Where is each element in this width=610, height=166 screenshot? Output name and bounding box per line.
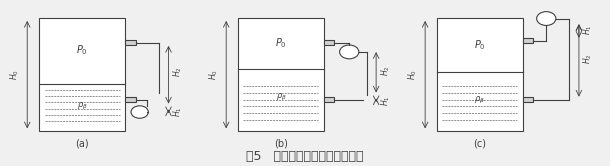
Text: $P_0$: $P_0$ [474, 38, 486, 52]
Bar [125, 97, 136, 102]
Circle shape [537, 12, 556, 25]
Text: $H_0$: $H_0$ [208, 69, 220, 80]
Bar [437, 18, 523, 131]
Text: $H_1$: $H_1$ [171, 107, 184, 117]
Text: $P_0$: $P_0$ [275, 36, 287, 50]
Text: (c): (c) [473, 138, 486, 148]
Bar [125, 41, 136, 45]
Text: (a): (a) [75, 138, 89, 148]
Text: $H_1$: $H_1$ [379, 96, 392, 106]
Text: $\rho_{\beta}$: $\rho_{\beta}$ [276, 92, 287, 103]
Text: $H_2$: $H_2$ [379, 65, 392, 76]
Bar [325, 41, 334, 45]
Text: $\rho_{\beta}$: $\rho_{\beta}$ [77, 101, 87, 112]
Text: $H_0$: $H_0$ [407, 69, 419, 80]
Circle shape [131, 106, 148, 118]
Bar [523, 97, 533, 102]
Bar [325, 97, 334, 102]
Text: $H_1$: $H_1$ [582, 24, 594, 35]
Bar [39, 18, 125, 131]
Text: $H_2$: $H_2$ [582, 54, 594, 64]
Text: $H_0$: $H_0$ [9, 69, 21, 80]
Text: $P_0$: $P_0$ [76, 43, 88, 57]
Bar [523, 38, 533, 43]
Text: 图5   双法兰差压变送器安装位置: 图5 双法兰差压变送器安装位置 [246, 150, 364, 163]
Circle shape [340, 45, 359, 59]
Text: $\rho_{\beta}$: $\rho_{\beta}$ [475, 95, 486, 106]
Bar [238, 18, 325, 131]
Text: (b): (b) [274, 138, 288, 148]
Text: $H_2$: $H_2$ [171, 66, 184, 77]
